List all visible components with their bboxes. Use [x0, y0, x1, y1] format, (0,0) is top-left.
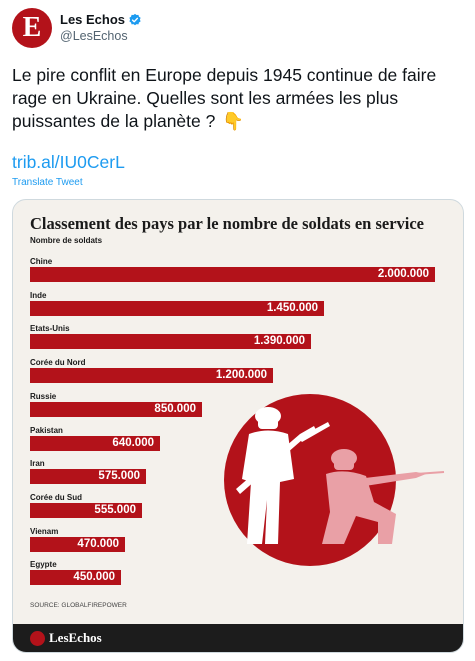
bar: 640.000: [30, 435, 160, 451]
bar-category-label: Iran: [30, 459, 45, 469]
bar-category-label: Etats-Unis: [30, 324, 70, 334]
bar-value-label: 640.000: [112, 436, 154, 449]
bar: 2.000.000: [30, 267, 435, 282]
brand-name: LesEchos: [49, 630, 102, 645]
tweet-body: Le pire conflit en Europe depuis 1945 co…: [12, 65, 437, 131]
bar: 470.000: [30, 536, 125, 552]
tweet-link[interactable]: trib.al/IU0CerL: [12, 152, 125, 172]
les-echos-logo-icon: [30, 630, 45, 646]
bar-category-label: Inde: [30, 290, 47, 300]
bar: 850.000: [30, 401, 202, 417]
bar: 450.000: [30, 570, 121, 586]
bar-category-label: Corée du Nord: [30, 358, 86, 368]
avatar[interactable]: E: [12, 8, 52, 48]
bar-category-label: Vienam: [30, 526, 59, 536]
infographic-card[interactable]: Classement des pays par le nombre de sol…: [12, 199, 464, 653]
author-block: Les Echos @LesEchos: [60, 12, 142, 44]
tweet-text: Le pire conflit en Europe depuis 1945 co…: [12, 64, 462, 133]
bar: 1.200.000: [30, 368, 273, 384]
bar-value-label: 1.450.000: [266, 301, 318, 314]
bar: 1.390.000: [30, 334, 311, 350]
bar-value-label: 470.000: [77, 537, 119, 550]
soldiers-illustration: [224, 394, 445, 566]
pointing-down-emoji: 👇: [222, 111, 245, 131]
bar-value-label: 555.000: [94, 503, 136, 516]
bar-category-label: Chine: [30, 257, 53, 266]
chart-title: Classement des pays par le nombre de sol…: [30, 214, 425, 233]
user-handle[interactable]: @LesEchos: [60, 29, 128, 43]
rifle-barrel: [415, 471, 445, 475]
chart-subtitle: Nombre de soldats: [30, 236, 103, 245]
verified-badge-icon: [129, 13, 141, 26]
bar-category-label: Russie: [30, 391, 57, 401]
bar-value-label: 1.390.000: [253, 335, 305, 348]
translate-tweet-link[interactable]: Translate Tweet: [12, 177, 83, 188]
display-name[interactable]: Les Echos: [60, 12, 126, 27]
tweet-header: E Les Echos @LesEchos: [12, 8, 142, 48]
bar-value-label: 1.200.000: [215, 369, 267, 382]
bar: 1.450.000: [30, 300, 324, 316]
bar-value-label: 575.000: [98, 470, 140, 483]
bar-value-label: 2.000.000: [377, 268, 429, 280]
bar: 555.000: [30, 502, 142, 518]
standing-soldier-figure: [236, 407, 330, 544]
bar-category-label: Pakistan: [30, 425, 63, 435]
bar-category-label: Corée du Sud: [30, 492, 83, 502]
bar-chart: Chine 2.000.000 Inde 1.450.000 Etats-Unis 1.3…: [13, 200, 463, 652]
kneeling-soldier-figure: [322, 449, 426, 544]
bar-category-label: Egypte: [30, 560, 57, 570]
display-name-row[interactable]: Les Echos: [60, 12, 142, 28]
bar-value-label: 850.000: [154, 402, 196, 415]
bar-value-label: 450.000: [73, 571, 115, 584]
chart-source: SOURCE: GLOBALFIREPOWER: [30, 602, 127, 609]
brand-footer: LesEchos: [13, 624, 463, 652]
bar: 575.000: [30, 469, 146, 485]
